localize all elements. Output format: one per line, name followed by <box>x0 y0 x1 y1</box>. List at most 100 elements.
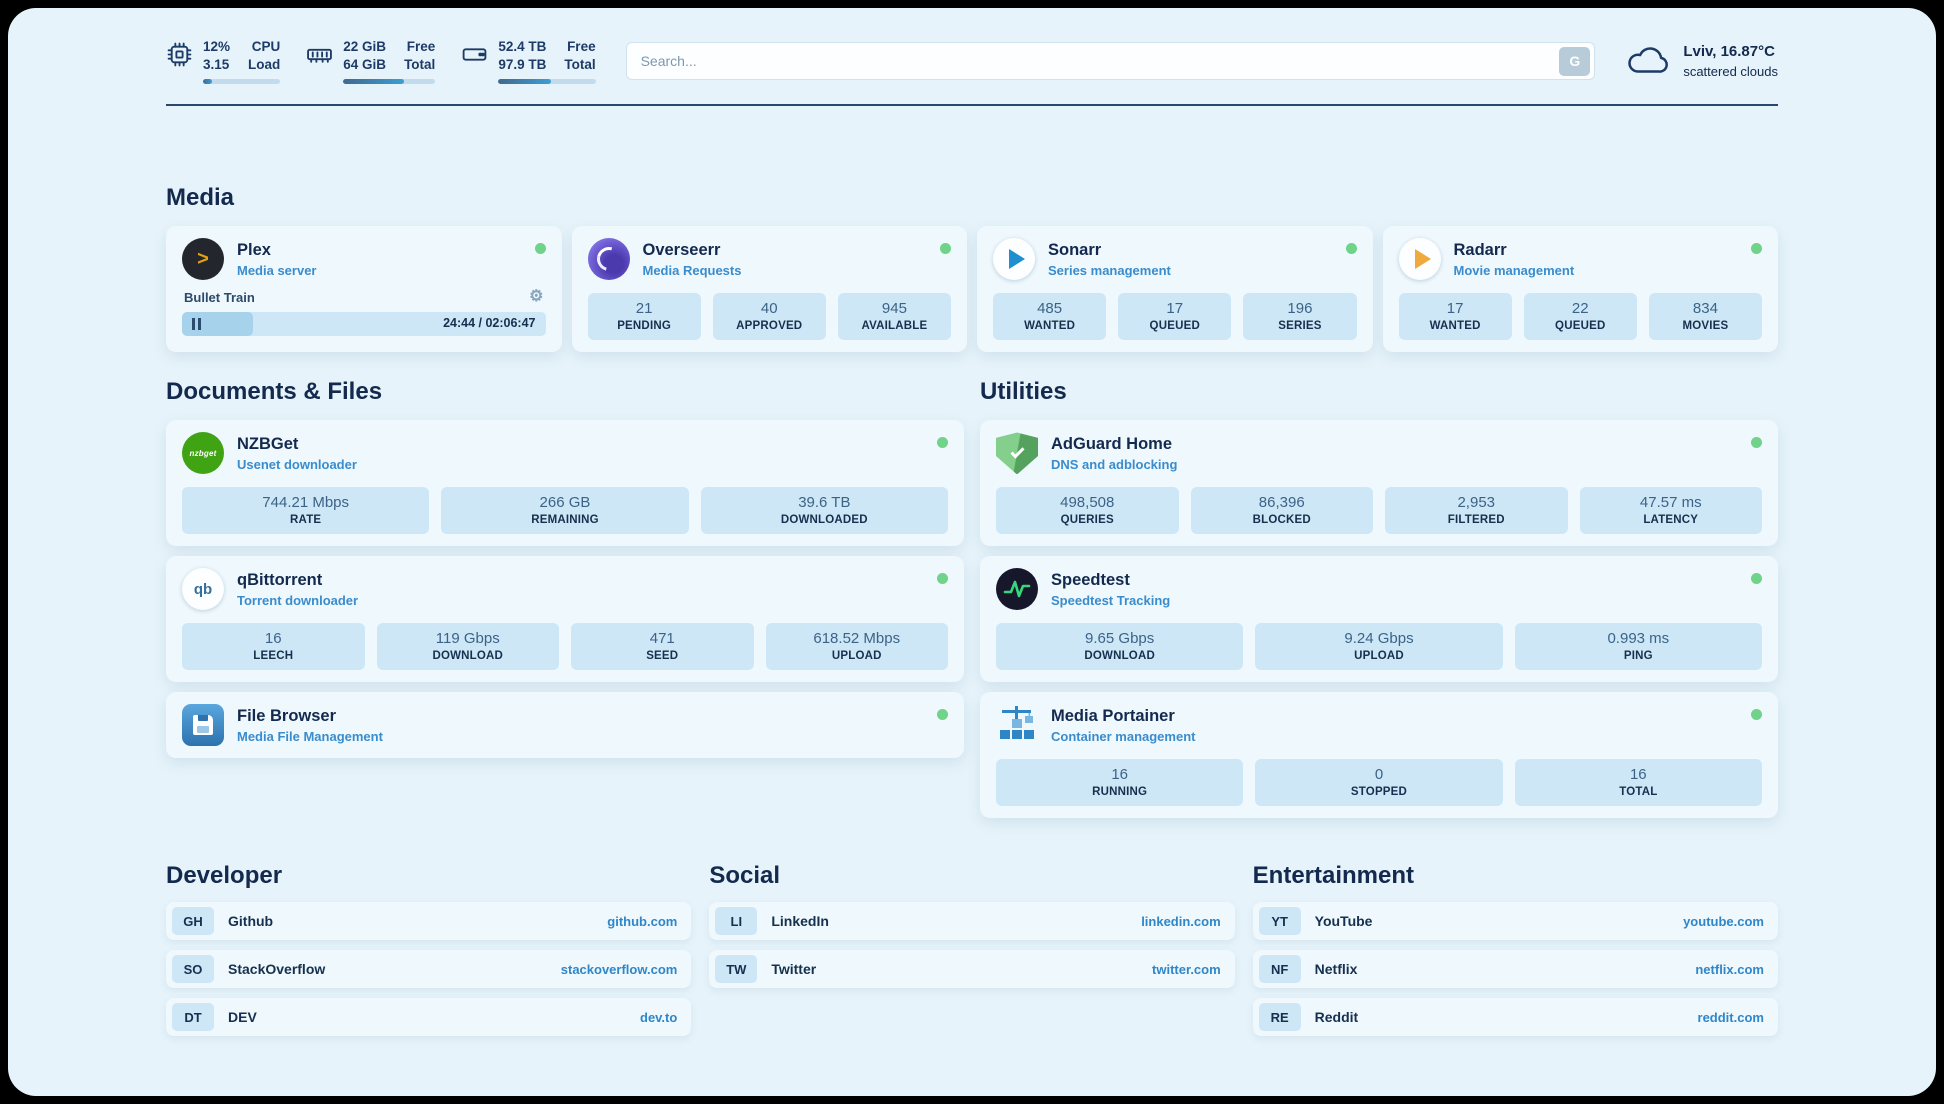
status-dot-plex <box>534 243 546 255</box>
link-abbr: DT <box>172 1003 214 1032</box>
playback-progress-bar[interactable]: 24:44 / 02:06:47 <box>182 312 546 337</box>
stat-value: 945 <box>881 300 907 318</box>
app-card-sonarr[interactable]: Sonarr Series management 485 WANTED 17 Q… <box>977 226 1373 353</box>
link-name: Netflix <box>1314 961 1358 978</box>
filebrowser-icon <box>182 704 224 747</box>
stat-value: 40 <box>760 300 778 318</box>
stat-label: DOWNLOADED <box>780 514 868 527</box>
stat-value: 17 <box>1166 300 1184 318</box>
section-title-developer: Developer <box>166 862 283 890</box>
stat-value: 16 <box>264 630 282 648</box>
app-name-adguard: AdGuard Home <box>1051 434 1173 453</box>
cpu-widget: 12% CPU 3.15 Load <box>166 38 281 85</box>
adguard-shield-icon <box>996 432 1038 475</box>
container-crane-icon <box>1000 706 1034 740</box>
app-card-radarr[interactable]: Radarr Movie management 17 WANTED 22 QUE… <box>1382 226 1778 353</box>
cpu-icon <box>167 42 192 67</box>
link-name: Twitter <box>771 961 817 978</box>
stat-label: DOWNLOAD <box>432 650 504 663</box>
stat-value: 834 <box>1692 300 1718 318</box>
stat-label: RATE <box>290 514 322 527</box>
stat-download: 9.65 Gbps DOWNLOAD <box>996 623 1244 671</box>
app-card-adguard[interactable]: AdGuard Home DNS and adblocking 498,508 … <box>980 420 1778 547</box>
link-name: DEV <box>228 1009 257 1026</box>
stat-ping: 0.993 ms PING <box>1514 623 1762 671</box>
search-bar[interactable]: G <box>625 42 1596 81</box>
link-url: youtube.com <box>1683 913 1764 929</box>
stat-total: 16 TOTAL <box>1514 759 1762 807</box>
app-subtitle-radarr: Movie management <box>1453 262 1575 278</box>
stat-label: QUEUED <box>1555 320 1606 333</box>
stat-label: QUEUED <box>1149 320 1200 333</box>
link-abbr: GH <box>172 907 214 936</box>
stat-upload: 9.24 Gbps UPLOAD <box>1255 623 1503 671</box>
memory-free-label: Free <box>406 39 436 54</box>
app-subtitle-overseerr: Media Requests <box>642 262 742 278</box>
link-url: netflix.com <box>1695 961 1764 977</box>
sonarr-icon <box>993 238 1035 281</box>
stat-value: 498,508 <box>1060 494 1115 512</box>
plex-icon <box>182 238 224 281</box>
link-row-youtube[interactable]: YT YouTube youtube.com <box>1252 902 1778 941</box>
stat-value: 196 <box>1287 300 1313 318</box>
gear-icon[interactable] <box>529 289 543 305</box>
link-url: reddit.com <box>1697 1009 1764 1025</box>
app-card-portainer[interactable]: Media Portainer Container management 16 … <box>980 692 1778 819</box>
storage-widget: 52.4 TB Free 97.9 TB Total <box>461 38 596 85</box>
app-name-sonarr: Sonarr <box>1048 240 1102 259</box>
stat-value: 266 GB <box>539 494 591 512</box>
app-name-overseerr: Overseerr <box>642 240 721 259</box>
app-card-qbittorrent[interactable]: qb qBittorrent Torrent downloader 16 LEE… <box>166 556 964 683</box>
stat-value: 119 Gbps <box>435 630 500 648</box>
stat-label: SERIES <box>1278 320 1322 333</box>
dashboard-window: 12% CPU 3.15 Load <box>8 8 1936 1096</box>
link-row-twitter[interactable]: TW Twitter twitter.com <box>709 950 1235 989</box>
topbar: 12% CPU 3.15 Load <box>166 38 1778 85</box>
app-card-speedtest[interactable]: Speedtest Speedtest Tracking 9.65 Gbps D… <box>980 556 1778 683</box>
overseerr-swirl-icon <box>592 243 625 276</box>
stat-label: TOTAL <box>1619 786 1658 799</box>
section-media: Media Plex Media server Bullet Train <box>166 184 1778 353</box>
link-row-linkedin[interactable]: LI LinkedIn linkedin.com <box>709 902 1235 941</box>
stat-value: 16 <box>1629 766 1647 784</box>
link-row-netflix[interactable]: NF Netflix netflix.com <box>1252 950 1778 989</box>
app-card-filebrowser[interactable]: File Browser Media File Management <box>166 692 964 759</box>
topbar-divider <box>166 104 1778 107</box>
section-entertainment: Entertainment YT YouTube youtube.com NF … <box>1252 862 1778 1037</box>
link-row-github[interactable]: GH Github github.com <box>166 902 692 941</box>
section-title-documents: Documents & Files <box>166 378 383 406</box>
app-card-plex[interactable]: Plex Media server Bullet Train 24:44 / 0… <box>166 226 562 353</box>
search-engine-button[interactable]: G <box>1559 46 1591 76</box>
stat-value: 21 <box>635 300 653 318</box>
stat-value: 86,396 <box>1258 494 1305 512</box>
radarr-icon <box>1398 238 1441 281</box>
stat-filtered: 2,953 FILTERED <box>1385 487 1568 535</box>
stat-value: 9.65 Gbps <box>1085 630 1155 648</box>
link-url: github.com <box>607 913 678 929</box>
link-row-stackoverflow[interactable]: SO StackOverflow stackoverflow.com <box>166 950 692 989</box>
stat-label: QUERIES <box>1060 514 1114 527</box>
status-dot-portainer <box>1751 709 1762 721</box>
search-input[interactable] <box>640 53 1560 70</box>
app-subtitle-nzbget: Usenet downloader <box>237 456 357 472</box>
memory-total-label: Total <box>404 57 436 73</box>
stat-value: 0 <box>1374 766 1384 784</box>
link-abbr: NF <box>1258 955 1301 984</box>
stat-wanted: 17 WANTED <box>1398 293 1512 341</box>
link-row-reddit[interactable]: RE Reddit reddit.com <box>1252 998 1778 1037</box>
cpu-usage-label: CPU <box>251 39 281 54</box>
pause-icon[interactable] <box>192 318 201 331</box>
speedtest-icon <box>996 568 1038 611</box>
stat-queued: 17 QUEUED <box>1118 293 1232 341</box>
status-dot-sonarr <box>1345 243 1357 255</box>
stat-downloaded: 39.6 TB DOWNLOADED <box>700 487 948 535</box>
qbittorrent-icon-text: qb <box>193 580 213 598</box>
stat-stopped: 0 STOPPED <box>1255 759 1503 807</box>
app-card-overseerr[interactable]: Overseerr Media Requests 21 PENDING 40 A… <box>571 226 967 353</box>
section-utilities: Utilities AdGuard Home DNS and adblockin… <box>980 378 1778 819</box>
storage-total-label: Total <box>564 57 596 73</box>
app-card-nzbget[interactable]: nzbget NZBGet Usenet downloader 744.21 M… <box>166 420 964 547</box>
stat-seed: 471 SEED <box>571 623 754 671</box>
link-row-dev[interactable]: DT DEV dev.to <box>166 998 692 1037</box>
weather-location: Lviv, 16.87°C <box>1683 43 1775 61</box>
